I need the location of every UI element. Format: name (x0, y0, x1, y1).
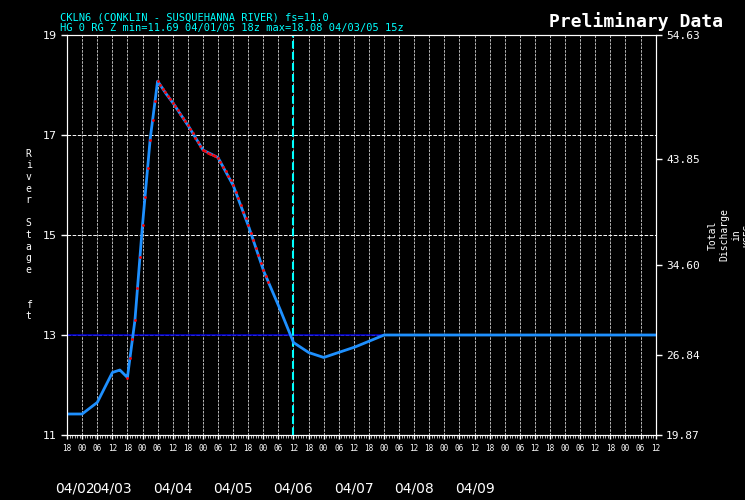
Text: HG 0 RG Z min=11.69 04/01/05 18z max=18.08 04/03/05 15z: HG 0 RG Z min=11.69 04/01/05 18z max=18.… (60, 22, 403, 32)
Y-axis label: R
i
v
e
r
 
S
t
a
g
e
 
 
f
t: R i v e r S t a g e f t (25, 149, 31, 321)
Y-axis label: Total
Discharge
in
KCFS: Total Discharge in KCFS (708, 208, 745, 262)
Text: CKLN6 (CONKLIN - SUSQUEHANNA RIVER) fs=11.0: CKLN6 (CONKLIN - SUSQUEHANNA RIVER) fs=1… (60, 12, 329, 22)
Text: Preliminary Data: Preliminary Data (548, 12, 723, 32)
